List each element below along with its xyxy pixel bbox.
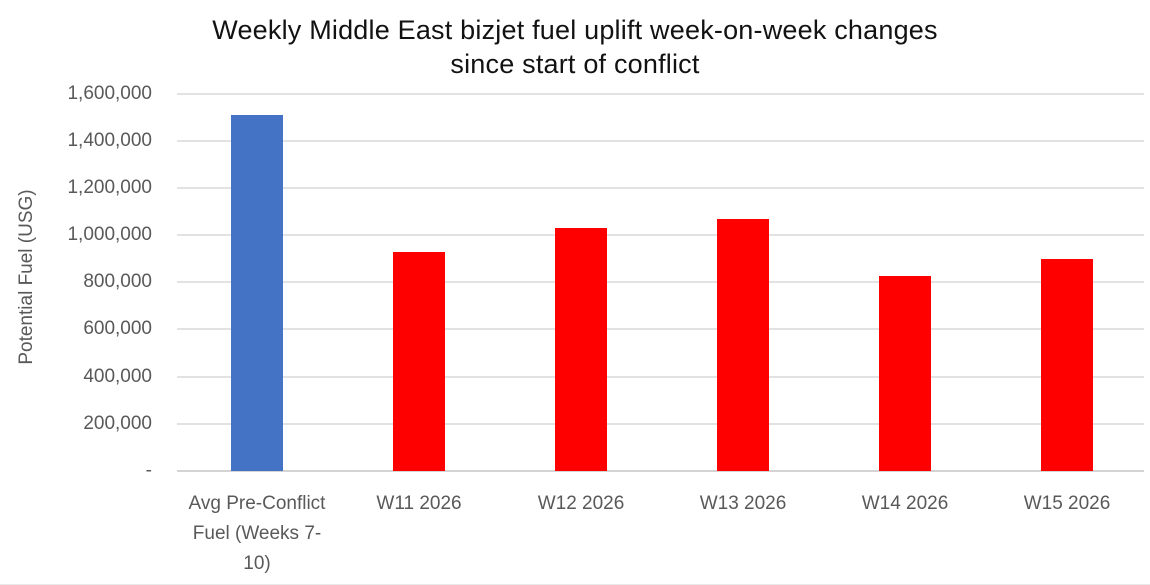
bar-w14-2026 — [879, 276, 931, 471]
gridline-1200000 — [177, 186, 1144, 189]
y-tick-label-1600000: 1,600,000 — [67, 82, 152, 104]
x-tick-label-w12-2026: W12 2026 — [496, 489, 666, 519]
bar-avg-pre-conflict-fuel-weeks-7-10 — [231, 114, 283, 471]
y-tick-label-1200000: 1,200,000 — [67, 176, 152, 198]
bar-w12-2026 — [555, 228, 607, 471]
y-tick-label-800000: 800,000 — [83, 271, 152, 293]
y-tick-label-1400000: 1,400,000 — [67, 129, 152, 151]
x-tick-label-w15-2026: W15 2026 — [982, 489, 1150, 519]
y-tick-label-0: - — [145, 460, 152, 481]
y-tick-label-600000: 600,000 — [83, 318, 152, 340]
gridline-1400000 — [177, 139, 1144, 142]
x-tick-label-line: W11 2026 — [376, 493, 462, 514]
y-tick-label-200000: 200,000 — [83, 412, 152, 434]
bar-w13-2026 — [717, 218, 769, 471]
bar-w15-2026 — [1041, 258, 1093, 471]
x-tick-label-line: Avg Pre-Conflict — [188, 493, 326, 514]
x-tick-label-line: Fuel (Weeks 7- — [192, 523, 322, 544]
chart-title-line-1: Weekly Middle East bizjet fuel uplift we… — [212, 15, 938, 45]
x-tick-label-line: W14 2026 — [861, 493, 949, 514]
plot-area — [177, 80, 1144, 480]
x-tick-label-w13-2026: W13 2026 — [658, 489, 828, 519]
chart-title: Weekly Middle East bizjet fuel uplift we… — [0, 13, 1150, 81]
x-tick-label-w14-2026: W14 2026 — [820, 489, 990, 519]
y-tick-label-1000000: 1,000,000 — [67, 224, 152, 246]
chart-title-line-2: since start of conflict — [450, 49, 700, 79]
x-tick-label-line: W12 2026 — [537, 493, 625, 514]
y-tick-label-400000: 400,000 — [83, 365, 152, 387]
x-axis-line — [177, 470, 1144, 472]
x-tick-label-avg-pre-conflict-fuel-weeks-7-10: Avg Pre-Conflict Fuel (Weeks 7- 10) — [172, 489, 342, 579]
gridline-400000 — [177, 375, 1144, 378]
x-tick-label-w11-2026: W11 2026 — [334, 489, 504, 519]
x-tick-label-line: 10) — [243, 553, 271, 574]
gridline-800000 — [177, 281, 1144, 284]
gridline-600000 — [177, 328, 1144, 331]
gridline-1000000 — [177, 234, 1144, 237]
x-tick-label-line: W13 2026 — [699, 493, 787, 514]
bar-w11-2026 — [393, 251, 445, 471]
x-tick-label-line: W15 2026 — [1023, 493, 1111, 514]
gridline-1600000 — [177, 92, 1144, 95]
gridline-200000 — [177, 422, 1144, 425]
